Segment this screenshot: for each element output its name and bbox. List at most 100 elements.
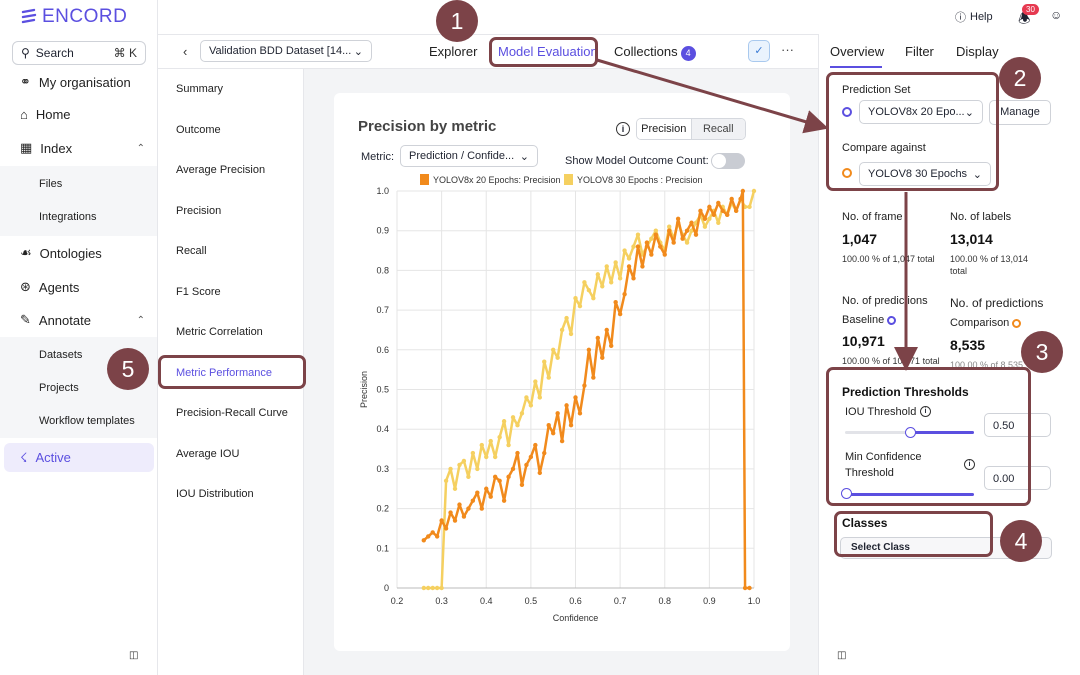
search-button[interactable]: ⚲ Search ⌘ K xyxy=(12,41,146,65)
compare-against-label: Compare against xyxy=(842,142,926,154)
tab-model-evaluation[interactable]: Model Evaluation xyxy=(498,44,598,59)
outcome-count-toggle[interactable] xyxy=(711,153,745,169)
prediction-set-select[interactable]: YOLOV8x 20 Epo... ⌄ xyxy=(859,100,983,124)
data-point xyxy=(626,264,632,269)
data-point xyxy=(461,458,467,464)
min-confidence-label-2: Threshold xyxy=(845,467,894,479)
nav-my-organisation[interactable]: ⚭ My organisation xyxy=(20,74,131,90)
tab-display[interactable]: Display xyxy=(956,44,999,59)
dataset-select[interactable]: Validation BDD Dataset [14... ⌄ xyxy=(200,40,372,62)
data-point xyxy=(452,518,458,523)
compare-select[interactable]: YOLOV8 30 Epochs ⌄ xyxy=(859,162,991,186)
confidence-value-input[interactable]: 0.00 xyxy=(984,466,1051,490)
metric-select[interactable]: Prediction / Confide... ⌄ xyxy=(400,145,538,167)
subnav-average-iou[interactable]: Average IOU xyxy=(176,448,240,460)
more-options-icon[interactable]: ··· xyxy=(781,42,794,57)
subnav-average-precision[interactable]: Average Precision xyxy=(176,164,266,176)
data-point xyxy=(506,442,511,448)
nav-active[interactable]: ☇ Active xyxy=(4,443,154,472)
tab-collections[interactable]: Collections 4 xyxy=(614,44,696,61)
data-point xyxy=(448,510,453,515)
seg-recall[interactable]: Recall xyxy=(691,119,745,139)
header-bar xyxy=(158,34,818,69)
globe-icon: ⚭ xyxy=(20,74,31,89)
iou-value-input[interactable]: 0.50 xyxy=(984,413,1051,437)
subnav-f1-score[interactable]: F1 Score xyxy=(176,286,221,298)
data-point xyxy=(635,244,641,249)
data-point xyxy=(515,450,520,456)
data-point xyxy=(568,423,574,428)
subnav-precision[interactable]: Precision xyxy=(176,205,222,217)
nav-index[interactable]: ▦ Index ⌃ xyxy=(20,140,145,156)
frames-heading: No. of frame xyxy=(842,211,903,223)
nav-workflow-templates[interactable]: Workflow templates xyxy=(39,415,135,427)
data-point xyxy=(484,486,489,491)
back-arrow-icon[interactable]: ‹ xyxy=(183,44,188,59)
data-point xyxy=(613,260,618,265)
subnav-iou-distribution[interactable]: IOU Distribution xyxy=(176,488,254,500)
subnav-recall[interactable]: Recall xyxy=(176,245,207,257)
collapse-panel-icon[interactable]: ◫ xyxy=(837,650,847,661)
data-point xyxy=(439,518,444,523)
subnav-metric-performance[interactable]: Metric Performance xyxy=(176,367,272,379)
comparison-radio-icon[interactable] xyxy=(842,168,852,178)
data-point xyxy=(693,232,699,237)
data-point xyxy=(555,355,560,360)
data-point xyxy=(747,585,752,591)
data-point xyxy=(591,295,596,301)
seg-precision[interactable]: Precision xyxy=(637,119,692,139)
iou-slider-handle[interactable] xyxy=(904,427,916,438)
legend-swatch xyxy=(564,174,573,185)
nav-home[interactable]: ⌂ Home xyxy=(20,107,71,122)
nav-projects[interactable]: Projects xyxy=(39,382,79,394)
y-tick-label: 0 xyxy=(384,583,389,593)
data-point xyxy=(617,311,623,317)
data-point xyxy=(555,411,560,416)
nav-annotate[interactable]: ✎ Annotate ⌃ xyxy=(20,312,145,328)
data-point xyxy=(443,478,449,484)
baseline-radio-icon[interactable] xyxy=(842,107,852,117)
data-point xyxy=(649,252,654,257)
x-tick-label: 0.9 xyxy=(703,596,716,606)
data-point xyxy=(573,295,578,301)
nav-integrations[interactable]: Integrations xyxy=(39,211,97,223)
tab-filter[interactable]: Filter xyxy=(905,44,934,59)
user-icon[interactable]: ☺ xyxy=(1050,8,1063,22)
confidence-slider-handle[interactable] xyxy=(841,488,852,499)
nav-datasets[interactable]: Datasets xyxy=(39,349,83,361)
collapse-sidebar-icon[interactable]: ◫ xyxy=(129,650,139,661)
subnav-metric-correlation[interactable]: Metric Correlation xyxy=(176,326,263,338)
nav-files[interactable]: Files xyxy=(39,178,63,190)
tab-explorer[interactable]: Explorer xyxy=(429,44,478,59)
annotation-badge-5: 5 xyxy=(107,348,149,390)
check-icon[interactable]: ✓ xyxy=(748,40,770,62)
x-tick-label: 0.7 xyxy=(614,596,627,606)
y-axis-label: Precision xyxy=(359,371,369,408)
tab-overview[interactable]: Overview xyxy=(830,44,885,59)
confidence-info-icon[interactable]: i xyxy=(964,459,975,470)
subnav-summary[interactable]: Summary xyxy=(176,83,224,95)
data-point xyxy=(725,212,730,218)
data-point xyxy=(600,284,605,289)
info-icon[interactable]: i xyxy=(616,122,630,136)
select-class-dropdown[interactable]: Select Class xyxy=(840,537,1052,559)
data-point xyxy=(452,486,458,491)
active-icon: ☇ xyxy=(20,449,28,465)
confidence-slider-track[interactable] xyxy=(845,493,974,496)
brand-logo[interactable]: ENCORD xyxy=(20,6,127,28)
nav-agents[interactable]: ⊛ Agents xyxy=(20,279,80,295)
iou-info-icon[interactable]: i xyxy=(920,406,931,417)
y-tick-label: 0.8 xyxy=(376,265,389,275)
data-point xyxy=(443,526,449,531)
subnav-precision-recall-curve[interactable]: Precision-Recall Curve xyxy=(176,407,288,419)
help-button[interactable]: ⓘ Help xyxy=(955,11,993,24)
chart-series xyxy=(421,188,757,591)
subnav-outcome[interactable]: Outcome xyxy=(176,124,221,136)
data-point xyxy=(591,375,596,380)
precision-recall-toggle[interactable]: Precision Recall xyxy=(636,118,746,140)
nav-ontologies[interactable]: ☙ Ontologies xyxy=(20,245,102,261)
chevron-down-icon: ⌄ xyxy=(964,107,974,119)
data-point xyxy=(613,299,618,305)
manage-button[interactable]: Manage xyxy=(989,100,1051,125)
